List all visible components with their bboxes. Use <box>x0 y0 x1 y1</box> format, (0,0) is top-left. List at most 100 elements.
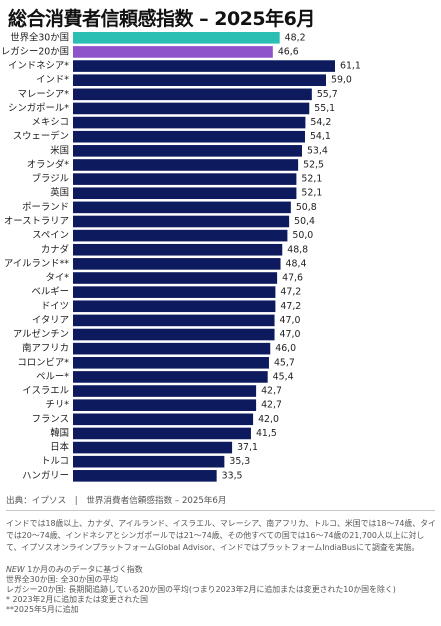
category-label: レガシー20か国 <box>1 46 69 57</box>
category-label: イスラエル <box>22 386 69 397</box>
bar <box>73 413 254 426</box>
value-label: 59,0 <box>331 75 352 86</box>
bar <box>73 455 225 468</box>
bar <box>73 243 283 256</box>
category-label: 日本 <box>50 441 69 453</box>
bar <box>73 272 278 284</box>
bar <box>73 300 276 313</box>
bar <box>73 356 269 369</box>
bar <box>73 427 251 440</box>
value-label: 52,1 <box>301 188 322 199</box>
bar <box>73 88 312 101</box>
bar <box>73 286 276 298</box>
value-label: 46,0 <box>275 343 296 354</box>
category-label: オーストラリア <box>4 216 69 227</box>
bar <box>73 215 290 228</box>
bar <box>73 399 257 411</box>
bar <box>73 201 291 214</box>
value-label: 47,2 <box>280 287 301 298</box>
legend-new-line: NEW 1か月のみのデータに基づく指数 <box>6 565 438 575</box>
value-label: 42,0 <box>258 414 279 425</box>
category-label: スウェーデン <box>13 130 69 142</box>
category-label: 英国 <box>50 187 69 199</box>
bar <box>73 314 275 327</box>
value-label: 45,7 <box>274 357 295 368</box>
category-label: マレーシア* <box>18 89 70 100</box>
category-label: イタリア <box>32 315 69 326</box>
category-label: インドネシア* <box>8 61 69 72</box>
category-label: コロンビア* <box>17 357 69 368</box>
chart-title: 総合消費者信頼感指数 – 2025年6月 <box>8 8 315 30</box>
legend-global-line: 世界全30か国: 全30か国の平均 <box>6 575 119 584</box>
category-label: オランダ* <box>27 158 70 170</box>
category-label: 南アフリカ <box>22 342 69 354</box>
value-label: 46,6 <box>278 46 299 57</box>
value-label: 52,1 <box>301 174 322 185</box>
bar <box>73 102 310 115</box>
value-label: 41,5 <box>256 428 277 439</box>
bar <box>73 46 273 58</box>
value-label: 48,8 <box>287 244 308 255</box>
bar <box>73 328 275 341</box>
bar <box>73 371 268 383</box>
category-label: 韓国 <box>50 428 69 439</box>
legend-doublestar-line: **2025年5月に追加 <box>6 605 79 614</box>
bar <box>73 173 297 185</box>
value-label: 47,0 <box>280 329 301 340</box>
value-label: 50,4 <box>294 216 315 227</box>
value-label: 42,7 <box>261 400 282 411</box>
category-label: カナダ <box>41 243 69 255</box>
bar <box>73 60 335 72</box>
category-label: アイルランド** <box>4 258 69 269</box>
bar <box>73 187 297 200</box>
bar <box>73 130 305 143</box>
category-label: ハンガリー <box>22 470 69 481</box>
divider <box>6 510 435 511</box>
value-label: 33,5 <box>222 470 243 481</box>
bar <box>73 116 306 129</box>
category-label: スペイン <box>32 230 69 241</box>
category-label: アルゼンチン <box>13 328 69 340</box>
category-label: フランス <box>32 414 69 425</box>
category-label: 世界全30か国 <box>10 31 69 43</box>
new-text: 1か月のみのデータに基づく指数 <box>24 565 143 574</box>
category-label: シンガポール* <box>8 103 69 114</box>
category-label: ベルギー <box>31 287 69 298</box>
bar <box>73 32 280 44</box>
bar-chart: 世界全30か国 48,2 レガシー20か国 46,6 インドネシア* 61,1 インド* 59… <box>1 31 361 482</box>
category-label: ブラジル <box>32 173 69 185</box>
bar <box>73 159 299 171</box>
value-label: 50,0 <box>292 230 313 241</box>
survey-note: インドでは18歳以上、カナダ、アイルランド、イスラエル、マレーシア、南アフリカ、… <box>6 519 436 552</box>
category-label: トルコ <box>41 456 69 467</box>
category-label: タイ* <box>46 273 70 284</box>
category-label: ペルー* <box>36 371 69 382</box>
category-label: チリ* <box>46 400 70 411</box>
source-text: 出典：イプソス | 世界消費者信頼感指数 – 2025年6月 <box>6 496 227 506</box>
value-label: 50,8 <box>296 202 317 213</box>
value-label: 55,7 <box>317 89 338 100</box>
bar <box>73 470 217 482</box>
value-label: 48,2 <box>285 32 306 43</box>
new-tag: NEW <box>6 565 25 574</box>
value-label: 35,3 <box>229 456 250 467</box>
value-label: 52,5 <box>303 159 324 170</box>
category-label: インド* <box>36 75 69 86</box>
value-label: 45,4 <box>273 371 294 382</box>
category-label: メキシコ <box>31 117 69 128</box>
bar <box>73 74 326 86</box>
value-label: 54,2 <box>310 117 331 128</box>
bar <box>73 229 288 242</box>
value-label: 55,1 <box>314 103 335 114</box>
value-label: 37,1 <box>237 442 258 453</box>
bar <box>73 342 271 355</box>
legend-star-line: * 2023年2月に追加または変更された国 <box>6 595 149 604</box>
value-label: 42,7 <box>261 386 282 397</box>
legend-legacy-line: レガシー20か国: 長期間追跡している20か国の平均(つまり2023年2月に追加… <box>6 585 396 594</box>
category-label: 米国 <box>50 144 69 156</box>
bar <box>73 441 233 454</box>
bar <box>73 258 281 270</box>
value-label: 47,0 <box>280 315 301 326</box>
value-label: 47,2 <box>280 301 301 312</box>
bar <box>73 145 302 157</box>
